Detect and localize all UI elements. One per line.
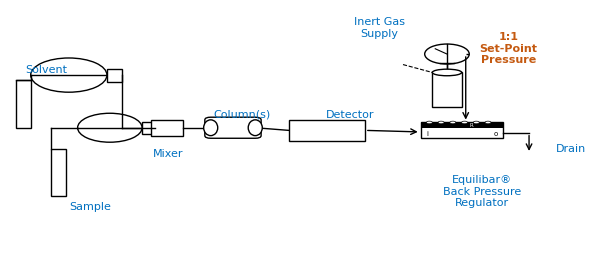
FancyBboxPatch shape (205, 117, 261, 138)
Ellipse shape (204, 120, 218, 136)
Text: o: o (494, 131, 498, 136)
Circle shape (78, 113, 142, 142)
Text: Detector: Detector (326, 110, 374, 120)
Text: i: i (426, 131, 428, 136)
Circle shape (426, 121, 432, 124)
Text: R: R (470, 123, 473, 128)
Bar (289, 120, 365, 141)
Text: Inert Gas
Supply: Inert Gas Supply (354, 17, 405, 39)
Text: 1:1
Set-Point
Pressure: 1:1 Set-Point Pressure (479, 32, 538, 65)
Circle shape (473, 121, 479, 124)
Bar (107, 69, 122, 82)
Text: Sample: Sample (69, 202, 110, 212)
Circle shape (425, 44, 469, 64)
Bar (421, 122, 503, 128)
Circle shape (485, 121, 491, 124)
Bar (142, 122, 155, 134)
Bar (51, 149, 66, 196)
Text: Mixer: Mixer (153, 149, 184, 159)
Text: Equilibar®
Back Pressure
Regulator: Equilibar® Back Pressure Regulator (443, 175, 522, 208)
Bar (16, 80, 31, 128)
Text: Column(s): Column(s) (213, 110, 270, 120)
Bar (432, 72, 462, 107)
Circle shape (462, 121, 467, 124)
Circle shape (31, 58, 107, 92)
Text: Solvent: Solvent (25, 65, 67, 75)
Circle shape (438, 121, 444, 124)
Ellipse shape (432, 69, 462, 76)
Text: Drain: Drain (555, 144, 586, 154)
Bar (151, 120, 183, 136)
Ellipse shape (248, 120, 263, 136)
Circle shape (450, 121, 456, 124)
Bar (421, 122, 503, 138)
